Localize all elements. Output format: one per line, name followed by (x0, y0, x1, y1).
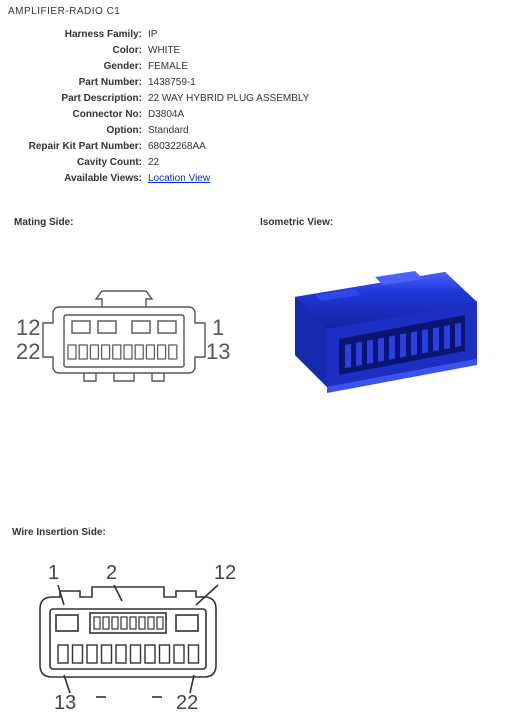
value: Standard (148, 123, 189, 139)
pin-label-1: 1 (48, 563, 59, 583)
label: Repair Kit Part Number: (20, 139, 148, 155)
value: 68032268AA (148, 139, 206, 155)
row-available-views: Available Views: Location View (20, 171, 506, 187)
value: D3804A (148, 107, 184, 123)
mating-svg (14, 279, 234, 419)
row-option: Option: Standard (20, 123, 506, 139)
label: Part Description: (20, 91, 148, 107)
value: 22 WAY HYBRID PLUG ASSEMBLY (148, 91, 309, 107)
row-part-description: Part Description: 22 WAY HYBRID PLUG ASS… (20, 91, 506, 107)
isometric-svg (255, 247, 490, 407)
row-harness-family: Harness Family: IP (20, 27, 506, 43)
details-block: Harness Family: IP Color: WHITE Gender: … (0, 27, 506, 187)
value: 1438759-1 (148, 75, 196, 91)
label: Harness Family: (20, 27, 148, 43)
isometric-view-title: Isometric View: (260, 217, 333, 228)
pin-label-12: 12 (214, 563, 236, 583)
wire-insertion-title: Wire Insertion Side: (12, 527, 106, 538)
value: FEMALE (148, 59, 188, 75)
mating-side-diagram: 12 22 1 13 (14, 279, 234, 419)
pin-label-1: 1 (212, 317, 224, 339)
mating-side-title: Mating Side: (14, 217, 73, 228)
row-color: Color: WHITE (20, 43, 506, 59)
wire-insertion-diagram: 1 2 12 13 22 (18, 559, 258, 719)
value: 22 (148, 155, 159, 171)
page-title: AMPLIFIER-RADIO C1 (0, 0, 506, 27)
row-connector-no: Connector No: D3804A (20, 107, 506, 123)
isometric-connector (255, 247, 490, 407)
row-part-number: Part Number: 1438759-1 (20, 75, 506, 91)
label: Available Views: (20, 171, 148, 187)
location-view-link[interactable]: Location View (148, 171, 210, 187)
label: Option: (20, 123, 148, 139)
pin-label-13: 13 (206, 341, 230, 363)
label: Part Number: (20, 75, 148, 91)
pin-label-13: 13 (54, 693, 76, 713)
pin-label-12: 12 (16, 317, 40, 339)
row-gender: Gender: FEMALE (20, 59, 506, 75)
pin-label-2: 2 (106, 563, 117, 583)
label: Connector No: (20, 107, 148, 123)
label: Gender: (20, 59, 148, 75)
row-repair-kit: Repair Kit Part Number: 68032268AA (20, 139, 506, 155)
pin-label-22: 22 (176, 693, 198, 713)
row-cavity-count: Cavity Count: 22 (20, 155, 506, 171)
value: WHITE (148, 43, 180, 59)
label: Color: (20, 43, 148, 59)
pin-label-22: 22 (16, 341, 40, 363)
label: Cavity Count: (20, 155, 148, 171)
value: IP (148, 27, 157, 43)
